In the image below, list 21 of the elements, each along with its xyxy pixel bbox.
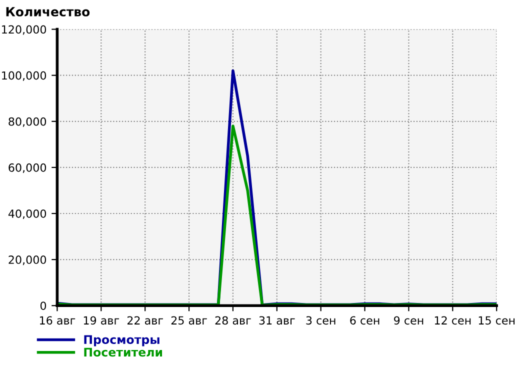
x-tick-label: 22 авг bbox=[127, 316, 163, 325]
x-tick-label: 31 авг bbox=[259, 316, 295, 325]
x-tick-label: 3 сен bbox=[306, 316, 336, 325]
y-tick-label: 0 bbox=[40, 302, 46, 310]
y-tick-label: 80,000 bbox=[8, 117, 46, 127]
y-axis-title: Количество bbox=[6, 7, 90, 16]
x-tick-label: 19 авг bbox=[84, 316, 120, 325]
y-tick-label: 100,000 bbox=[2, 71, 46, 81]
y-tick-label: 20,000 bbox=[8, 256, 46, 266]
y-tick-label: 40,000 bbox=[8, 209, 46, 220]
legend-label: Просмотры bbox=[84, 335, 160, 346]
x-tick-label: 15 сен bbox=[478, 316, 515, 325]
x-tick-label: 28 авг bbox=[215, 316, 251, 325]
x-tick-label: 16 авг bbox=[40, 316, 76, 325]
y-tick-label: 60,000 bbox=[8, 163, 46, 173]
x-tick-label: 6 сен bbox=[350, 316, 380, 325]
y-tick-label: 120,000 bbox=[2, 25, 46, 35]
x-tick-label: 12 сен bbox=[434, 316, 471, 325]
x-tick-label: 9 сен bbox=[394, 316, 424, 325]
x-tick-label: 25 авг bbox=[171, 316, 207, 325]
legend-label: Посетители bbox=[84, 348, 162, 357]
